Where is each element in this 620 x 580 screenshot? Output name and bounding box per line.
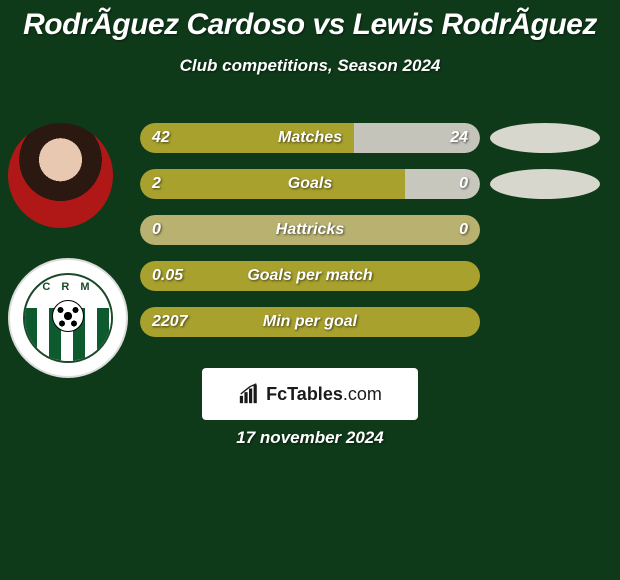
stat-value-right: 24 — [450, 129, 468, 147]
logo-text: FcTables.com — [266, 384, 382, 405]
player1-avatar — [8, 123, 113, 228]
stat-row: Min per goal 2207 — [140, 307, 480, 337]
fctables-logo: FcTables.com — [202, 368, 418, 420]
avatar-column: C R M — [8, 123, 128, 378]
stat-label: Min per goal — [263, 313, 357, 331]
club-badge: C R M — [8, 258, 128, 378]
stat-value-left: 0.05 — [152, 267, 183, 285]
comparison-ellipse — [490, 123, 600, 153]
stat-value-left: 2207 — [152, 313, 188, 331]
chart-icon — [238, 383, 260, 405]
stat-value-left: 42 — [152, 129, 170, 147]
date-label: 17 november 2024 — [236, 428, 383, 448]
stats-panel: Matches 42 24 Goals 2 0 Hattricks 0 0 Goals per m… — [140, 123, 480, 337]
page-title: RodrÃ­guez Cardoso vs Lewis RodrÃ­guez — [0, 0, 620, 42]
soccer-ball-icon — [52, 300, 84, 332]
stat-row: Goals per match 0.05 — [140, 261, 480, 291]
club-badge-letters: C R M — [25, 281, 111, 293]
stat-value-left: 2 — [152, 175, 161, 193]
stat-label: Goals per match — [247, 267, 372, 285]
stat-value-left: 0 — [152, 221, 161, 239]
stat-label: Hattricks — [276, 221, 344, 239]
stat-bar-left — [140, 169, 405, 199]
comparison-ellipse — [490, 169, 600, 199]
page-subtitle: Club competitions, Season 2024 — [0, 56, 620, 76]
stat-value-right: 0 — [459, 221, 468, 239]
stat-label: Matches — [278, 129, 342, 147]
stat-bar-right — [405, 169, 480, 199]
stat-row: Matches 42 24 — [140, 123, 480, 153]
stat-value-right: 0 — [459, 175, 468, 193]
stat-row: Goals 2 0 — [140, 169, 480, 199]
stat-row: Hattricks 0 0 — [140, 215, 480, 245]
ellipse-column — [490, 123, 600, 199]
stat-label: Goals — [288, 175, 332, 193]
